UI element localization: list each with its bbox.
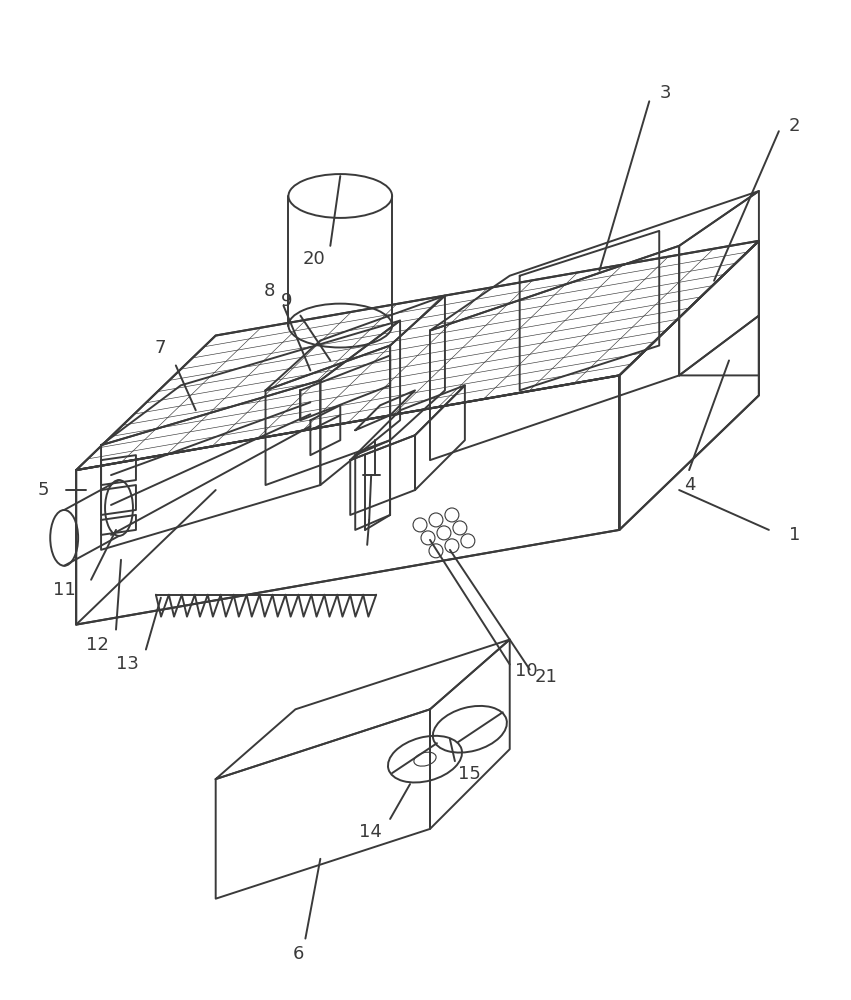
Text: 20: 20 bbox=[303, 250, 325, 268]
Text: 7: 7 bbox=[154, 339, 166, 357]
Text: 10: 10 bbox=[515, 662, 537, 680]
Text: 3: 3 bbox=[660, 84, 671, 102]
Text: 13: 13 bbox=[116, 655, 139, 673]
Text: 9: 9 bbox=[281, 292, 293, 310]
Text: 8: 8 bbox=[264, 282, 276, 300]
Text: 11: 11 bbox=[54, 581, 76, 599]
Text: 5: 5 bbox=[37, 481, 49, 499]
Text: 12: 12 bbox=[86, 636, 109, 654]
Text: 1: 1 bbox=[789, 526, 800, 544]
Text: 21: 21 bbox=[534, 668, 557, 686]
Text: 6: 6 bbox=[293, 945, 304, 963]
Text: 2: 2 bbox=[789, 117, 800, 135]
Text: 4: 4 bbox=[684, 476, 695, 494]
Text: 15: 15 bbox=[458, 765, 481, 783]
Text: 14: 14 bbox=[359, 823, 382, 841]
